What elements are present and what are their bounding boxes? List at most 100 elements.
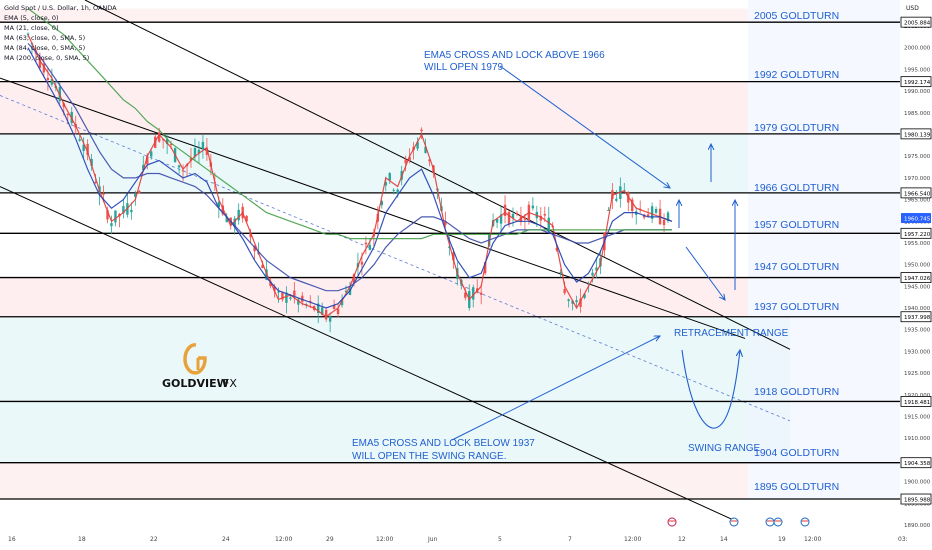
channel-mid-upper	[0, 77, 746, 339]
level-price-box	[900, 493, 932, 505]
candle-body	[336, 308, 340, 315]
time-tick-label: 12:00	[624, 536, 641, 543]
candle-body	[424, 146, 427, 153]
ma21-line	[27, 47, 673, 309]
indicator-ema5[interactable]: EMA (5, close, 0)	[4, 14, 59, 22]
annotation-top: EMA5 CROSS AND LOCK ABOVE 1966 WILL OPEN…	[424, 50, 605, 73]
candle-body	[169, 143, 173, 146]
price-tick-label: 1965.000	[904, 198, 931, 204]
annotation-bottom: EMA5 CROSS AND LOCK BELOW 1937 WILL OPEN…	[352, 438, 535, 462]
level-price-box	[900, 272, 932, 283]
candle-body	[340, 300, 344, 306]
bottom-note-line2: WILL OPEN THE SWING RANGE.	[352, 451, 506, 462]
candle-body	[607, 209, 610, 211]
time-tick-label: 29	[326, 536, 334, 543]
time-tick-label: 5	[498, 536, 502, 543]
economic-event-icon[interactable]	[729, 517, 739, 527]
level-price-box	[900, 227, 932, 239]
price-tick-label: 1900.000	[904, 480, 931, 486]
symbol-title[interactable]: Gold Spot / U.S. Dollar, 1h, OANDA	[4, 4, 117, 12]
top-note-line2: WILL OPEN 1979	[424, 62, 504, 73]
level-price-box	[900, 311, 932, 323]
level-price-label: 1895.988	[904, 498, 931, 504]
candle-body	[396, 189, 399, 194]
zone-label: 1992 GOLDTURN	[754, 69, 839, 81]
arrow-bottom-note	[451, 336, 660, 441]
candle-body	[650, 206, 654, 219]
currency-label: USD	[906, 5, 919, 12]
candle-body	[86, 143, 89, 155]
zone-band-1895-1904	[0, 462, 748, 500]
candle-body	[646, 214, 650, 217]
candle-body	[78, 139, 81, 141]
price-tick-label: 1935.000	[904, 328, 931, 334]
candle-body	[511, 213, 515, 219]
price-tick-label: 1920.000	[904, 393, 931, 399]
candle-body	[360, 261, 364, 265]
candle-body	[201, 141, 205, 150]
indicator-ma63[interactable]: MA (63, close, 0, SMA, 5)	[4, 34, 85, 42]
candle-body	[368, 244, 372, 250]
candle-body	[157, 132, 161, 142]
candle-body	[94, 181, 97, 183]
candle-body	[595, 267, 598, 271]
candle-body	[38, 57, 42, 69]
swing-label: SWING RANGE	[688, 443, 761, 454]
time-axis[interactable]	[0, 530, 932, 550]
price-tick-label: 1950.000	[904, 263, 931, 269]
current-price-box	[901, 213, 931, 224]
candle-body	[666, 212, 670, 222]
economic-event-icon[interactable]	[667, 517, 677, 527]
candle-body	[46, 77, 50, 81]
indicator-ma200[interactable]: MA (200, close, 0, SMA, 5)	[4, 54, 89, 62]
candle-body	[261, 264, 264, 269]
candle-body	[615, 198, 618, 201]
time-tick-label: 14	[720, 536, 728, 543]
logo-suffix: FX	[223, 377, 237, 390]
time-tick-label: 12:00	[275, 536, 292, 543]
price-tick-label: 2000.000	[904, 46, 931, 52]
economic-event-icon[interactable]	[765, 517, 775, 527]
goldview-logo-icon	[183, 343, 207, 375]
price-tick-label: 1940.000	[904, 306, 931, 312]
ma84-line	[27, 42, 672, 292]
candle-body	[102, 193, 105, 195]
candle-body	[138, 190, 141, 194]
level-price-label: 1992.174	[904, 80, 931, 86]
candle-body	[547, 217, 550, 231]
candle-body	[420, 129, 423, 132]
candle-body	[555, 248, 558, 251]
candle-body	[388, 173, 391, 181]
price-tick-label: 1945.000	[904, 284, 931, 290]
candle-body	[134, 193, 137, 197]
candle-body	[316, 303, 320, 314]
bottom-note-line1: EMA5 CROSS AND LOCK BELOW 1937	[352, 438, 535, 449]
candle-body	[193, 148, 197, 157]
candle-body	[130, 209, 133, 213]
economic-event-icon[interactable]	[800, 517, 810, 527]
candle-body	[531, 205, 535, 209]
candle-body	[352, 274, 356, 284]
candle-body	[472, 287, 475, 300]
goldview-logo: GOLDVIEW FX	[162, 343, 237, 390]
economic-event-icon[interactable]	[773, 517, 783, 527]
level-price-box	[900, 128, 932, 140]
candle-body	[221, 205, 224, 215]
candle-body	[464, 292, 467, 298]
indicator-ma84[interactable]: MA (84, close, 0, SMA, 5)	[4, 44, 85, 52]
level-price-label: 1980.139	[904, 132, 931, 138]
candle-body	[507, 211, 511, 224]
candle-body	[662, 219, 666, 226]
candle-body	[277, 291, 280, 293]
ma200-line	[27, 8, 672, 240]
candle-body	[499, 214, 503, 224]
time-tick-label: 19	[778, 536, 786, 543]
price-tick-label: 1985.000	[904, 111, 931, 117]
candle-body	[165, 139, 169, 144]
indicator-ma21[interactable]: MA (21, close, 0)	[4, 24, 59, 32]
candle-body	[479, 292, 483, 295]
candle-body	[114, 210, 117, 223]
top-note-line1: EMA5 CROSS AND LOCK ABOVE 1966	[424, 50, 605, 61]
